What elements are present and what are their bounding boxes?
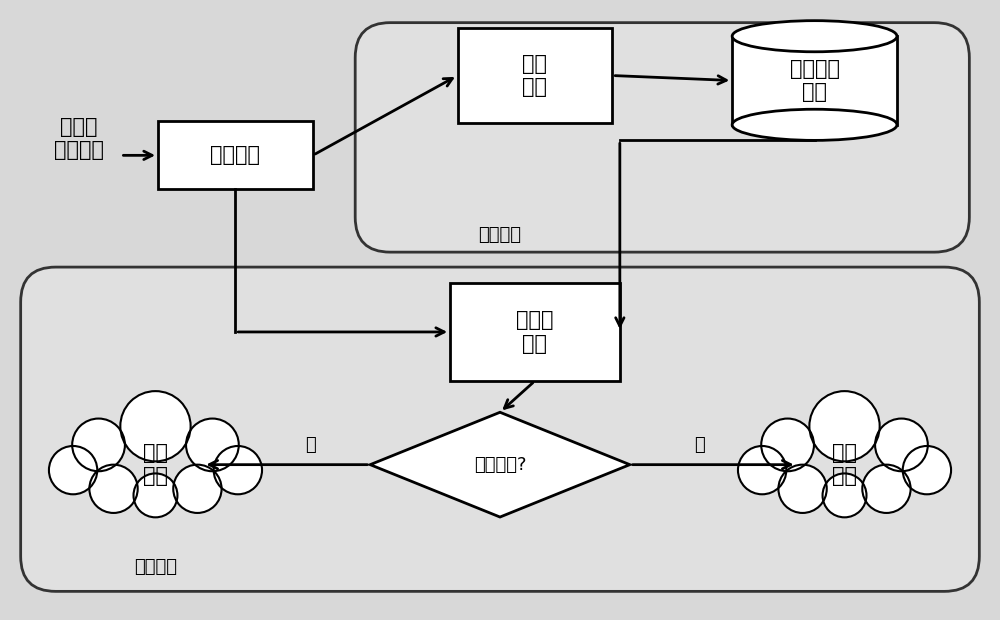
FancyBboxPatch shape	[158, 122, 313, 189]
Text: 训练阶段: 训练阶段	[479, 226, 522, 244]
Ellipse shape	[732, 20, 897, 52]
Circle shape	[173, 464, 222, 513]
Text: 是: 是	[694, 436, 705, 454]
Text: 特征提取: 特征提取	[210, 145, 260, 166]
Circle shape	[72, 418, 125, 471]
Circle shape	[186, 418, 239, 471]
Text: 否: 否	[305, 436, 316, 454]
FancyBboxPatch shape	[458, 28, 612, 123]
Circle shape	[761, 418, 814, 471]
Text: 检测阶段: 检测阶段	[134, 559, 177, 577]
Circle shape	[214, 446, 262, 494]
Text: 大于阈値?: 大于阈値?	[474, 456, 526, 474]
FancyBboxPatch shape	[21, 267, 979, 591]
Circle shape	[120, 391, 191, 461]
Bar	[732, 36, 897, 125]
Circle shape	[875, 418, 928, 471]
Circle shape	[89, 464, 138, 513]
Circle shape	[903, 446, 951, 494]
FancyBboxPatch shape	[450, 283, 620, 381]
Circle shape	[49, 446, 97, 494]
Text: 输入的
声音信号: 输入的 声音信号	[54, 117, 104, 160]
Ellipse shape	[732, 109, 897, 140]
Circle shape	[823, 474, 866, 517]
Text: 异常
声音: 异常 声音	[143, 443, 168, 486]
Circle shape	[134, 474, 177, 517]
Text: 似然度
计算: 似然度 计算	[516, 311, 554, 353]
Text: 模型
训练: 模型 训练	[522, 54, 547, 97]
Text: 正常声音
模型: 正常声音 模型	[790, 59, 840, 102]
Circle shape	[809, 391, 880, 461]
Text: 正常
声音: 正常 声音	[832, 443, 857, 486]
Circle shape	[738, 446, 786, 494]
FancyBboxPatch shape	[355, 23, 969, 252]
Polygon shape	[370, 412, 630, 517]
Circle shape	[862, 464, 911, 513]
Circle shape	[778, 464, 827, 513]
